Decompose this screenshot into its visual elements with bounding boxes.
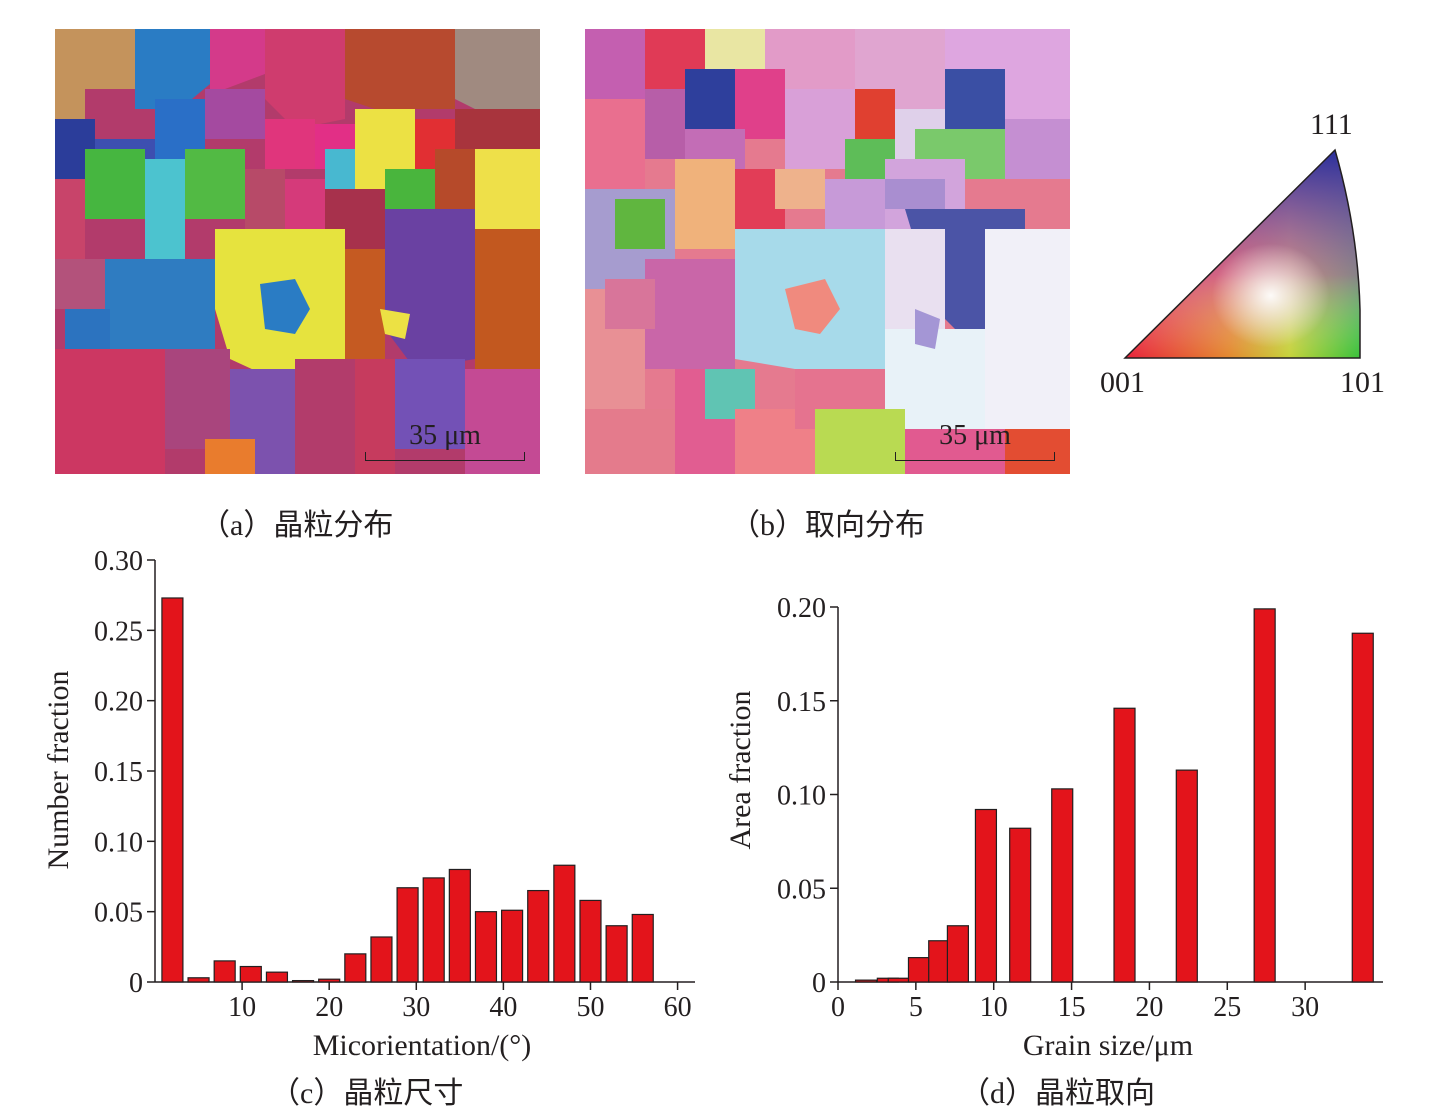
y-tick-label-c: 0.05 [94, 898, 143, 929]
bar-c [500, 909, 524, 983]
y-tick-label-d: 0.20 [777, 593, 826, 624]
bar-d [876, 977, 899, 983]
bar-c [631, 913, 654, 983]
y-tick-label-d: 0 [812, 968, 826, 999]
bar-c [422, 877, 445, 983]
x-tick-label-c: 40 [489, 992, 517, 1023]
bar-c [579, 899, 602, 983]
y-tick-label-c: 0.15 [94, 757, 143, 788]
y-tick-label-c: 0.20 [94, 687, 143, 718]
bar-c [161, 597, 184, 983]
bar-d [1051, 788, 1074, 983]
x-tick-label-c: 10 [228, 992, 256, 1023]
y-tick-label-d: 0.05 [777, 874, 826, 905]
bar-c [239, 965, 262, 983]
x-tick-label-c: 30 [402, 992, 430, 1023]
bar-d [946, 925, 970, 983]
caption-c: （c）晶粒尺寸 [270, 1077, 464, 1110]
caption-a: （a）晶粒分布 [200, 509, 394, 542]
ipf-label-101: 101 [1340, 366, 1385, 399]
x-tick-label-d: 15 [1058, 992, 1086, 1023]
ipf-label-001: 001 [1100, 366, 1145, 399]
bar-c [605, 925, 628, 983]
bar-c [344, 953, 367, 983]
bar-c [213, 960, 236, 983]
bar-c [318, 978, 341, 983]
scale-bar-label-a: 35 μm [409, 420, 481, 451]
scale-bar-label-b: 35 μm [939, 420, 1011, 451]
x-tick-label-d: 0 [831, 992, 845, 1023]
bar-d [928, 940, 951, 983]
caption-b: （b）取向分布 [730, 509, 925, 542]
y-tick-label-c: 0 [129, 968, 143, 999]
bar-c [553, 864, 576, 983]
bar-c [291, 979, 315, 983]
ipf-color-key [1120, 140, 1370, 365]
bar-c [448, 868, 471, 983]
scale-bar-a [365, 452, 525, 461]
y-tick-label-d: 0.15 [777, 687, 826, 718]
bar-c [396, 887, 419, 983]
bar-d [854, 979, 878, 983]
x-tick-label-d: 5 [909, 992, 923, 1023]
bar-c [474, 911, 498, 983]
bar-d [887, 977, 910, 983]
x-tick-label-c: 50 [576, 992, 604, 1023]
caption-d: （d）晶粒取向 [960, 1077, 1155, 1110]
orientation-map-b [585, 29, 1070, 474]
y-tick-label-c: 0.30 [94, 546, 143, 577]
ipf-label-111: 111 [1310, 108, 1353, 141]
bar-d [1113, 707, 1136, 983]
bar-d [1009, 827, 1032, 983]
bar-d [1253, 608, 1276, 983]
scale-bar-b [895, 452, 1055, 461]
grain-map-a [55, 29, 540, 474]
bar-c [265, 971, 289, 983]
x-tick-label-d: 10 [980, 992, 1008, 1023]
y-axis-label-c: Number fraction [42, 670, 75, 869]
x-axis-label-c: Micorientation/(°) [313, 1029, 532, 1062]
x-tick-label-d: 25 [1213, 992, 1241, 1023]
x-tick-label-c: 20 [315, 992, 343, 1023]
bar-c [187, 977, 210, 983]
x-tick-label-d: 20 [1135, 992, 1163, 1023]
bar-d [1175, 769, 1198, 983]
bar-d [907, 957, 931, 983]
bar-c [527, 889, 550, 983]
y-tick-label-d: 0.10 [777, 781, 826, 812]
y-tick-label-c: 0.10 [94, 827, 143, 858]
y-axis-label-d: Area fraction [724, 690, 757, 849]
bar-d [974, 808, 998, 983]
bar-c [370, 936, 393, 983]
y-tick-label-c: 0.25 [94, 616, 143, 647]
x-axis-label-d: Grain size/μm [1023, 1029, 1193, 1062]
x-tick-label-c: 60 [664, 992, 692, 1023]
x-tick-label-d: 30 [1291, 992, 1319, 1023]
bar-d [1351, 632, 1374, 983]
